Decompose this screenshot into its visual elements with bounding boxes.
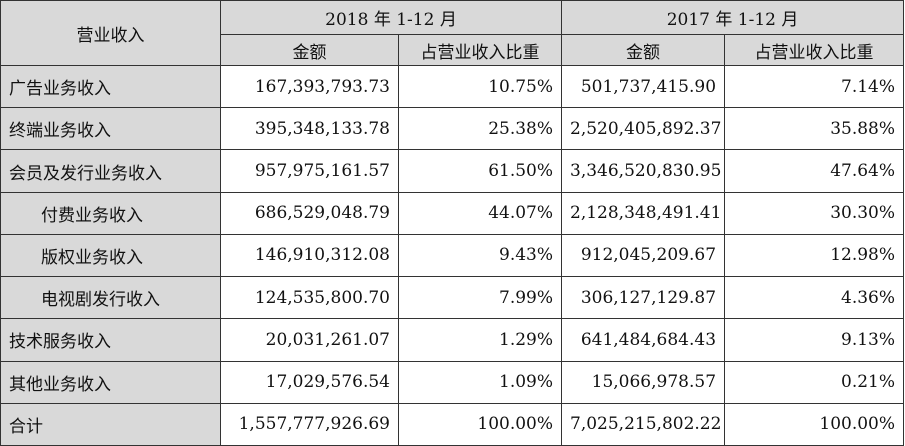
share-2017-cell: 7.14% bbox=[724, 64, 905, 109]
header-share-2018: 占营业收入比重 bbox=[397, 34, 563, 66]
header-share-2017: 占营业收入比重 bbox=[724, 34, 905, 66]
share-2018-cell: 1.29% bbox=[397, 318, 563, 362]
amount-2017-cell: 641,484,684.43 bbox=[561, 318, 726, 362]
table-body: 广告业务收入 167,393,793.73 10.75% 501,737,415.90… bbox=[0, 64, 905, 446]
share-2018-cell: 100.00% bbox=[397, 402, 563, 446]
amount-2017-cell: 2,128,348,491.41 bbox=[561, 191, 726, 235]
row-label: 会员及发行业务收入 bbox=[0, 149, 221, 193]
header-row-columns: 金额 占营业收入比重 金额 占营业收入比重 bbox=[1, 34, 905, 66]
row-label: 技术服务收入 bbox=[0, 318, 221, 362]
share-2017-cell: 9.13% bbox=[724, 318, 905, 362]
header-amount-2018: 金额 bbox=[220, 34, 399, 66]
table-row: 广告业务收入 167,393,793.73 10.75% 501,737,415.90… bbox=[0, 64, 905, 109]
share-2017-cell: 100.00% bbox=[724, 402, 905, 446]
row-label: 付费业务收入 bbox=[0, 191, 221, 235]
share-2018-cell: 44.07% bbox=[397, 191, 563, 235]
amount-2018-cell: 146,910,312.08 bbox=[220, 233, 399, 278]
share-2018-cell: 61.50% bbox=[397, 149, 563, 193]
table-row: 版权业务收入 146,910,312.08 9.43% 912,045,209.67 1… bbox=[0, 233, 905, 278]
table-row: 会员及发行业务收入 957,975,161.57 61.50% 3,346,520,8… bbox=[0, 149, 905, 193]
share-2017-cell: 0.21% bbox=[724, 360, 905, 404]
row-label: 终端业务收入 bbox=[0, 107, 221, 151]
share-2018-cell: 9.43% bbox=[397, 233, 563, 278]
amount-2017-cell: 15,066,978.57 bbox=[561, 360, 726, 404]
share-2017-cell: 12.98% bbox=[724, 233, 905, 278]
table-row: 其他业务收入 17,029,576.54 1.09% 15,066,978.57 0.2… bbox=[0, 360, 905, 404]
share-2017-cell: 4.36% bbox=[724, 276, 905, 320]
table-row: 终端业务收入 395,348,133.78 25.38% 2,520,405,892.… bbox=[0, 107, 905, 151]
header-row-periods: 营业收入 2018 年 1-12 月 2017 年 1-12 月 bbox=[0, 0, 905, 66]
amount-2018-cell: 1,557,777,926.69 bbox=[220, 402, 399, 446]
row-label: 版权业务收入 bbox=[0, 233, 221, 278]
share-2018-cell: 1.09% bbox=[397, 360, 563, 404]
share-2018-cell: 10.75% bbox=[397, 64, 563, 109]
table-row: 技术服务收入 20,031,261.07 1.29% 641,484,684.43 9.… bbox=[0, 318, 905, 362]
share-2017-cell: 47.64% bbox=[724, 149, 905, 193]
amount-2018-cell: 395,348,133.78 bbox=[220, 107, 399, 151]
amount-2017-cell: 501,737,415.90 bbox=[561, 64, 726, 109]
amount-2018-cell: 20,031,261.07 bbox=[220, 318, 399, 362]
share-2018-cell: 25.38% bbox=[397, 107, 563, 151]
header-period-2018: 2018 年 1-12 月 bbox=[219, 0, 563, 35]
amount-2017-cell: 7,025,215,802.22 bbox=[561, 402, 726, 446]
amount-2017-cell: 3,346,520,830.95 bbox=[561, 149, 726, 193]
share-2017-cell: 35.88% bbox=[724, 107, 905, 151]
row-label: 电视剧发行收入 bbox=[0, 276, 221, 320]
amount-2017-cell: 306,127,129.87 bbox=[561, 276, 726, 320]
amount-2018-cell: 124,535,800.70 bbox=[220, 276, 399, 320]
amount-2017-cell: 2,520,405,892.37 bbox=[561, 107, 726, 151]
header-amount-2017: 金额 bbox=[561, 34, 726, 66]
share-2018-cell: 7.99% bbox=[397, 276, 563, 320]
amount-2017-cell: 912,045,209.67 bbox=[561, 233, 726, 278]
amount-2018-cell: 957,975,161.57 bbox=[220, 149, 399, 193]
row-label: 广告业务收入 bbox=[0, 64, 221, 109]
amount-2018-cell: 167,393,793.73 bbox=[220, 64, 399, 109]
row-label: 其他业务收入 bbox=[0, 360, 221, 404]
table-row: 合计 1,557,777,926.69 100.00% 7,025,215,802.2… bbox=[0, 402, 905, 446]
row-label: 合计 bbox=[0, 402, 221, 446]
header-revenue-label: 营业收入 bbox=[0, 0, 221, 66]
amount-2018-cell: 686,529,048.79 bbox=[220, 191, 399, 235]
amount-2018-cell: 17,029,576.54 bbox=[220, 360, 399, 404]
header-period-2017: 2017 年 1-12 月 bbox=[561, 0, 905, 35]
table-row: 付费业务收入 686,529,048.79 44.07% 2,128,348,491.… bbox=[0, 191, 905, 235]
share-2017-cell: 30.30% bbox=[724, 191, 905, 235]
table-row: 电视剧发行收入 124,535,800.70 7.99% 306,127,129.87… bbox=[0, 276, 905, 320]
